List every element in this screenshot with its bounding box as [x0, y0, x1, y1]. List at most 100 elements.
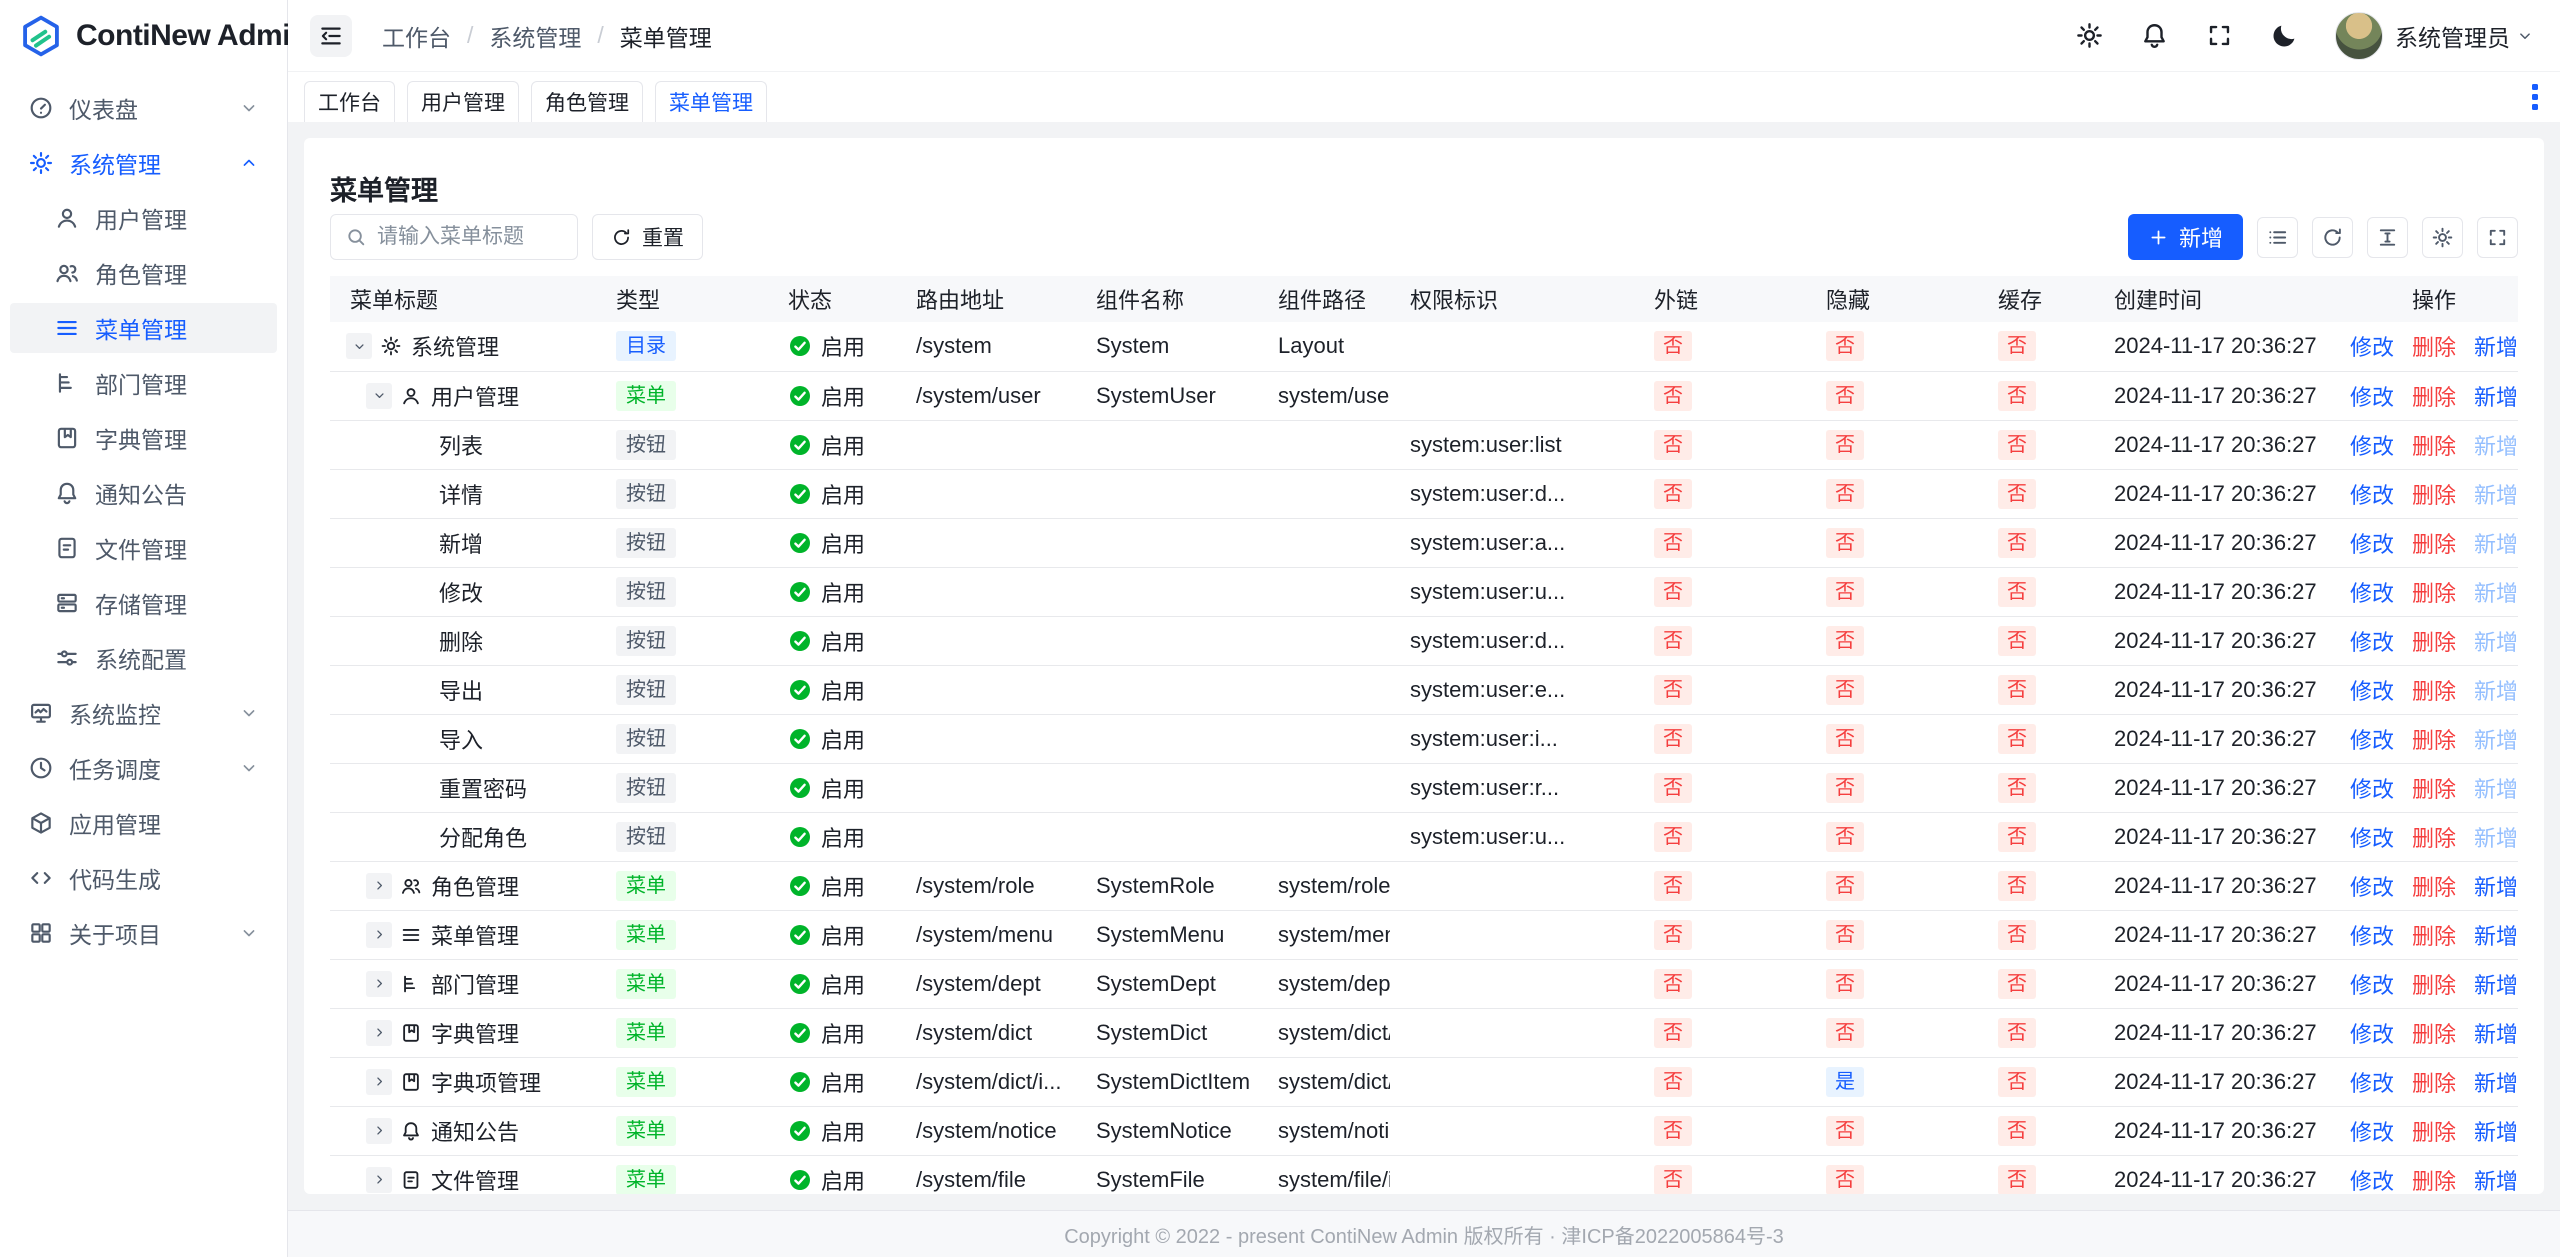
delete-link[interactable]: 删除 — [2412, 923, 2457, 949]
sidebar-item-system-config[interactable]: 系统配置 — [10, 633, 277, 683]
delete-link[interactable]: 删除 — [2412, 384, 2457, 410]
sidebar-item-role-management[interactable]: 角色管理 — [10, 248, 277, 298]
delete-link[interactable]: 删除 — [2412, 580, 2457, 606]
expand-row-button[interactable] — [366, 872, 392, 899]
table-row: 导出 按钮 启用 system:user:e... 否 否 否 2024-11-17 20:3… — [330, 665, 2518, 715]
settings-button[interactable] — [2075, 21, 2104, 50]
tab-role-management[interactable]: 角色管理 — [531, 81, 643, 122]
tab-more-button[interactable] — [2526, 78, 2544, 116]
search-input[interactable] — [377, 225, 563, 249]
component-name-cell: SystemDept — [1076, 959, 1258, 1009]
modify-link[interactable]: 修改 — [2350, 825, 2394, 851]
user-menu[interactable]: 系统管理员 — [2335, 11, 2534, 60]
sidebar-item-dept-management[interactable]: 部门管理 — [10, 358, 277, 408]
table-fullscreen-button[interactable] — [2477, 216, 2518, 258]
modify-link[interactable]: 修改 — [2350, 433, 2394, 459]
add-link[interactable]: 新增 — [2474, 384, 2518, 410]
sidebar-item-task-schedule[interactable]: 任务调度 — [10, 743, 277, 793]
add-link[interactable]: 新增 — [2474, 874, 2518, 900]
sidebar-item-user-management[interactable]: 用户管理 — [10, 193, 277, 243]
column-settings-button[interactable] — [2422, 216, 2463, 258]
modify-link[interactable]: 修改 — [2350, 531, 2394, 557]
modify-link[interactable]: 修改 — [2350, 727, 2394, 753]
menu-title-cell: 用户管理 — [330, 371, 596, 421]
sidebar-item-storage-management[interactable]: 存储管理 — [10, 578, 277, 628]
delete-link[interactable]: 删除 — [2412, 482, 2457, 508]
delete-link[interactable]: 删除 — [2412, 629, 2457, 655]
view-list-button[interactable] — [2257, 216, 2298, 258]
add-link[interactable]: 新增 — [2474, 972, 2518, 998]
add-link[interactable]: 新增 — [2474, 923, 2518, 949]
expand-row-button[interactable] — [366, 921, 392, 948]
row-height-button[interactable] — [2367, 216, 2408, 258]
modify-link[interactable]: 修改 — [2350, 1070, 2394, 1096]
sidebar-item-menu-management[interactable]: 菜单管理 — [10, 303, 277, 353]
delete-link[interactable]: 删除 — [2412, 1021, 2457, 1047]
sidebar-collapse-button[interactable] — [310, 14, 352, 57]
collapse-row-button[interactable] — [346, 333, 372, 360]
delete-link[interactable]: 删除 — [2412, 972, 2457, 998]
modify-link[interactable]: 修改 — [2350, 874, 2394, 900]
add-button[interactable]: 新增 — [2127, 214, 2243, 260]
delete-link[interactable]: 删除 — [2412, 1070, 2457, 1096]
delete-link[interactable]: 删除 — [2412, 825, 2457, 851]
refresh-table-button[interactable] — [2312, 216, 2353, 258]
sidebar-item-code-generation[interactable]: 代码生成 — [10, 853, 277, 903]
sidebar-item-app-management[interactable]: 应用管理 — [10, 798, 277, 848]
delete-link[interactable]: 删除 — [2412, 1168, 2457, 1194]
fullscreen-button[interactable] — [2205, 21, 2234, 50]
tab-menu-management[interactable]: 菜单管理 — [655, 81, 767, 122]
modify-link[interactable]: 修改 — [2350, 580, 2394, 606]
modify-link[interactable]: 修改 — [2350, 482, 2394, 508]
breadcrumb-item[interactable]: 工作台 — [382, 24, 451, 51]
sidebar-item-system-management[interactable]: 系统管理 — [10, 138, 277, 188]
delete-link[interactable]: 删除 — [2412, 531, 2457, 557]
menu-title: 重置密码 — [439, 776, 528, 802]
theme-toggle-button[interactable] — [2270, 21, 2299, 50]
modify-link[interactable]: 修改 — [2350, 923, 2394, 949]
expand-row-button[interactable] — [366, 1019, 392, 1046]
add-link[interactable]: 新增 — [2474, 1168, 2518, 1194]
hidden-cell: 否 — [1806, 371, 1978, 421]
sidebar-item-dict-management[interactable]: 字典管理 — [10, 413, 277, 463]
modify-link[interactable]: 修改 — [2350, 1119, 2394, 1145]
sidebar-item-notice[interactable]: 通知公告 — [10, 468, 277, 518]
breadcrumb-item[interactable]: 系统管理 — [489, 24, 582, 51]
add-link[interactable]: 新增 — [2474, 335, 2518, 361]
delete-link[interactable]: 删除 — [2412, 335, 2457, 361]
expand-row-button[interactable] — [366, 1117, 392, 1144]
modify-link[interactable]: 修改 — [2350, 1021, 2394, 1047]
add-link[interactable]: 新增 — [2474, 1021, 2518, 1047]
delete-link[interactable]: 删除 — [2412, 727, 2457, 753]
collapse-row-button[interactable] — [366, 382, 392, 409]
modify-link[interactable]: 修改 — [2350, 1168, 2394, 1194]
delete-link[interactable]: 删除 — [2412, 433, 2457, 459]
expand-row-button[interactable] — [366, 1068, 392, 1095]
delete-link[interactable]: 删除 — [2412, 874, 2457, 900]
status-label: 启用 — [821, 629, 866, 655]
modify-link[interactable]: 修改 — [2350, 384, 2394, 410]
modify-link[interactable]: 修改 — [2350, 776, 2394, 802]
modify-link[interactable]: 修改 — [2350, 972, 2394, 998]
tab-user-management[interactable]: 用户管理 — [407, 81, 519, 122]
notifications-button[interactable] — [2140, 21, 2169, 50]
add-link[interactable]: 新增 — [2474, 1119, 2518, 1145]
reset-button[interactable]: 重置 — [592, 214, 703, 260]
tab-workbench[interactable]: 工作台 — [304, 81, 395, 122]
sidebar-item-about-project[interactable]: 关于项目 — [10, 908, 277, 958]
add-link[interactable]: 新增 — [2474, 1070, 2518, 1096]
expand-row-button[interactable] — [366, 970, 392, 997]
modify-link[interactable]: 修改 — [2350, 335, 2394, 361]
app-logo[interactable]: ContiNew Admin — [0, 0, 308, 72]
sidebar-item-file-management[interactable]: 文件管理 — [10, 523, 277, 573]
delete-link[interactable]: 删除 — [2412, 776, 2457, 802]
sidebar-item-dashboard[interactable]: 仪表盘 — [10, 83, 277, 133]
delete-link[interactable]: 删除 — [2412, 678, 2457, 704]
type-badge: 按钮 — [616, 576, 676, 607]
delete-link[interactable]: 删除 — [2412, 1119, 2457, 1145]
sidebar-item-system-monitor[interactable]: 系统监控 — [10, 688, 277, 738]
bool-badge: 否 — [1826, 870, 1864, 901]
expand-row-button[interactable] — [366, 1166, 392, 1193]
modify-link[interactable]: 修改 — [2350, 629, 2394, 655]
modify-link[interactable]: 修改 — [2350, 678, 2394, 704]
